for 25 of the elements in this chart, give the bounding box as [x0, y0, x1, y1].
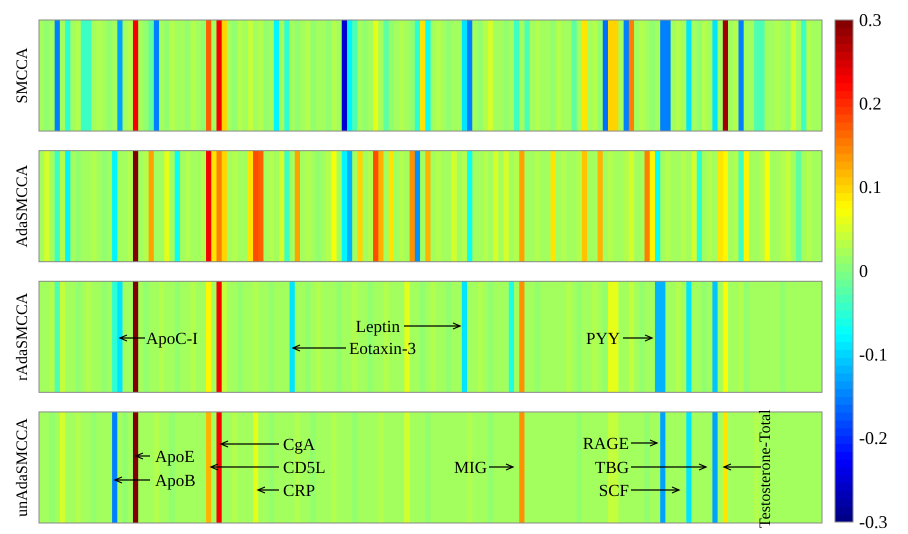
y-tick-label: SMCCA — [14, 47, 31, 104]
color-bar-label: -0.1 — [859, 344, 888, 364]
annotation: Leptin — [356, 316, 400, 336]
annotation: CgA — [283, 434, 316, 454]
y-tick-label: AdaSMCCA — [14, 164, 31, 248]
annotation: PYY — [586, 328, 620, 348]
annotation: RAGE — [582, 434, 629, 453]
annotation: Testosterone-Total — [757, 408, 774, 528]
annotation: MIG — [454, 458, 487, 477]
annotation: TBG — [595, 458, 629, 477]
annotation: SCF — [598, 480, 629, 500]
color-bar-label: 0.3 — [859, 10, 882, 30]
annotation: Eotaxin-3 — [349, 338, 416, 358]
annotation: CD5L — [283, 458, 326, 477]
y-tick-label: unAdaSMCCA — [14, 418, 31, 517]
y-tick-label: rAdaSMCCA — [14, 292, 31, 381]
color-bar-label: 0 — [859, 260, 868, 281]
annotation: ApoE — [155, 446, 195, 466]
annotation: ApoC-I — [146, 328, 198, 348]
annotation: CRP — [283, 480, 316, 500]
color-bar-label: 0.1 — [859, 177, 882, 198]
color-bar-label: 0.2 — [859, 93, 882, 114]
annotation: ApoB — [155, 470, 196, 490]
color-bar-label: -0.3 — [859, 512, 888, 532]
color-bar-label: -0.2 — [859, 428, 888, 448]
